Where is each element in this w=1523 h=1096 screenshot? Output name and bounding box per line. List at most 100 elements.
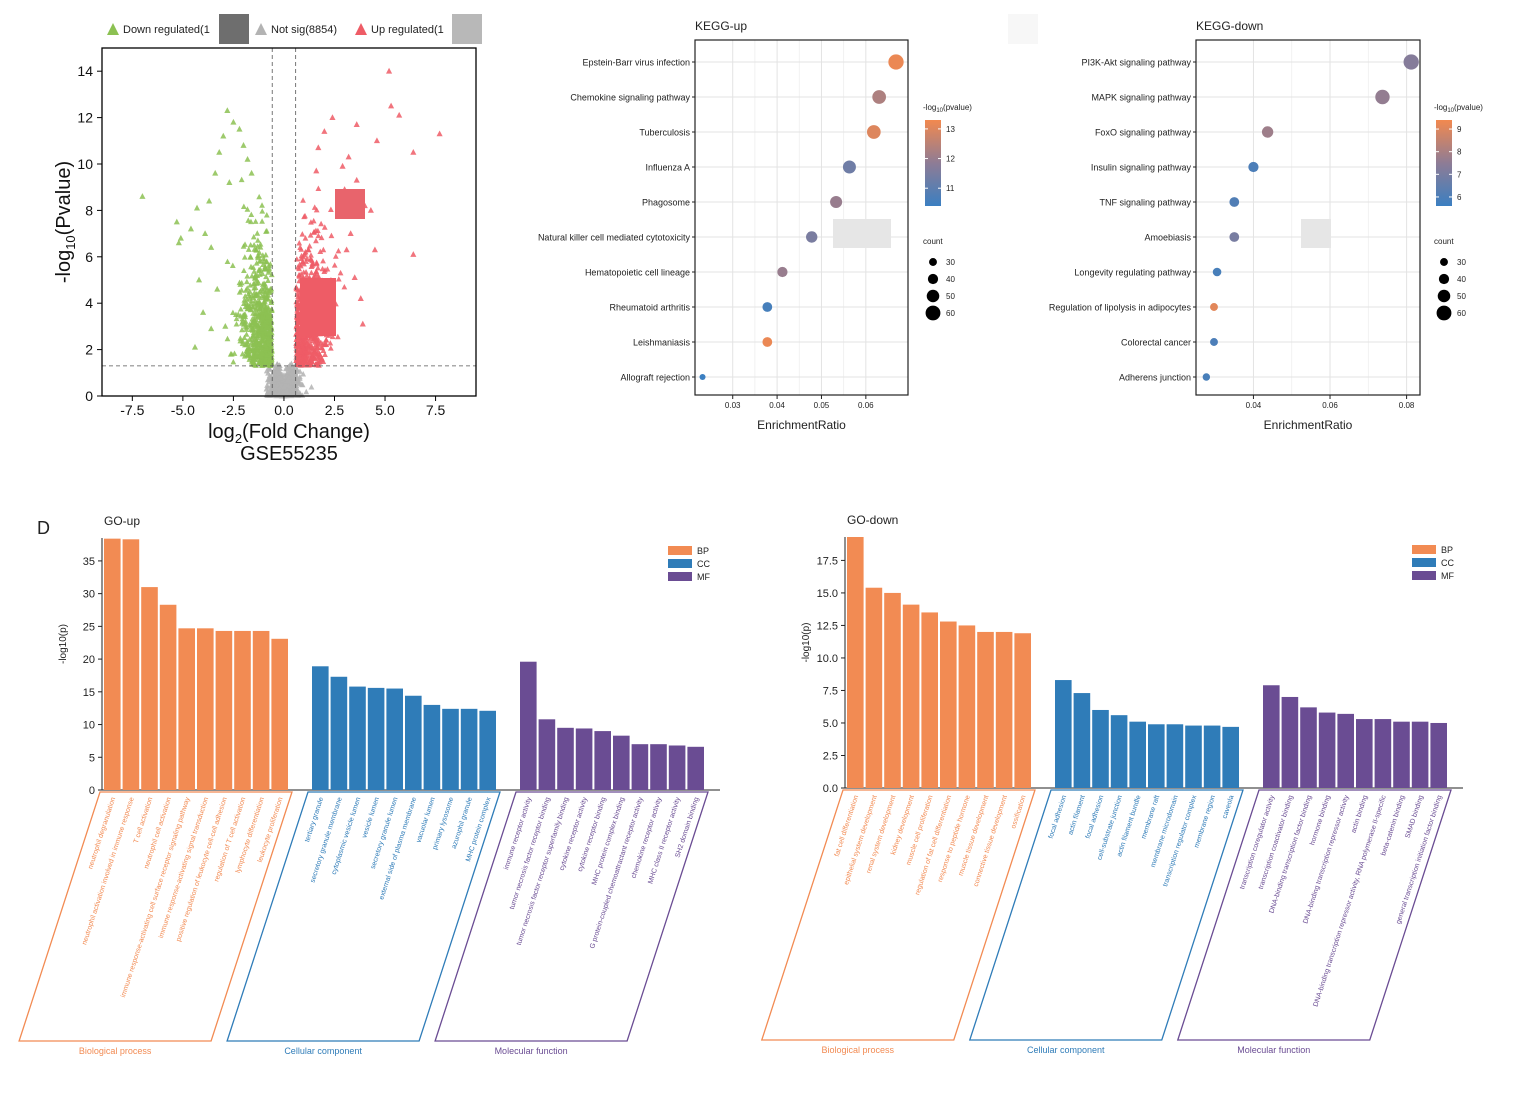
go-bar (386, 688, 403, 790)
volcano-point-up (296, 352, 303, 358)
go-group-bracket (18, 791, 293, 1042)
volcano-point-down (241, 267, 247, 274)
volcano-point-down (265, 262, 272, 268)
kegg-color-bar (1436, 120, 1452, 206)
volcano-point-notsig (289, 379, 296, 386)
volcano-point-up (321, 268, 328, 275)
volcano-point-up (321, 224, 328, 230)
go-legend-label: CC (697, 559, 710, 569)
volcano-point-down (263, 352, 270, 358)
volcano-legend-label: Up regulated(1 (371, 24, 444, 36)
volcano-point-notsig (265, 370, 271, 376)
volcano-point-up (319, 265, 326, 272)
volcano-point-notsig (284, 388, 290, 394)
volcano-point-up (332, 253, 339, 259)
volcano-point-down (240, 203, 247, 209)
go-bar (1374, 719, 1392, 788)
volcano-point-up (294, 302, 300, 309)
kegg-x-label: EnrichmentRatio (757, 418, 846, 432)
volcano-point-down (245, 348, 252, 354)
volcano-point-down (220, 132, 227, 139)
kegg-category-label: Natural killer cell mediated cytotoxicit… (538, 233, 691, 243)
kegg-category-label: Chemokine signaling pathway (570, 93, 690, 103)
go-bar (1263, 685, 1280, 788)
volcano-point-up (335, 276, 342, 282)
volcano-point-up (320, 246, 327, 253)
volcano-x-tick-label: 5.0 (375, 402, 395, 418)
volcano-point-up (302, 248, 309, 255)
kegg-frame (1195, 39, 1421, 396)
go-bar (252, 630, 270, 790)
volcano-point-up (339, 162, 346, 169)
kegg-x-tick-label: 0.03 (725, 401, 741, 410)
volcano-point-down (259, 305, 266, 312)
go-bar (1073, 693, 1091, 788)
volcano-point-up (296, 261, 303, 267)
volcano-point-up (298, 252, 305, 259)
volcano-y-tick-label: 2 (85, 342, 93, 358)
volcano-point-notsig (274, 367, 280, 373)
kegg-dot (830, 195, 843, 209)
volcano-point-down (266, 361, 272, 367)
go-bar-label: DNA-binding transcription repressor acti… (1313, 794, 1388, 1008)
volcano-point-up (436, 130, 443, 137)
volcano-point-up (313, 167, 320, 174)
volcano-point-up (320, 257, 326, 264)
volcano-point-down (177, 234, 184, 241)
volcano-point-down (253, 320, 259, 327)
volcano-x-tick-label: -7.5 (120, 402, 144, 418)
volcano-point-down (261, 341, 268, 347)
volcano-legend-marker (255, 23, 267, 35)
volcano-point-down (191, 343, 199, 350)
kegg-category-label: FoxO signaling pathway (1095, 128, 1192, 138)
volcano-point-up (410, 251, 417, 257)
kegg-redaction (1008, 14, 1038, 44)
kegg-category-label: Adherens junction (1119, 373, 1191, 383)
volcano-point-down (260, 333, 267, 340)
volcano-point-up (335, 247, 342, 254)
volcano-y-tick-label: 12 (77, 110, 93, 126)
volcano-point-down (248, 169, 255, 176)
go-bar (349, 686, 366, 790)
go-bar-label: transcription coregulator activity (1239, 794, 1276, 890)
volcano-point-down (251, 285, 257, 291)
volcano-x-tick-label: 2.5 (325, 402, 345, 418)
volcano-point-up (311, 229, 317, 235)
volcano-point-up (353, 176, 360, 183)
go-legend-swatch (1412, 571, 1436, 580)
volcano-redaction (335, 189, 365, 219)
volcano-y-tick-label: 6 (85, 249, 93, 265)
volcano-point-up (321, 128, 328, 134)
go-bar (197, 628, 214, 790)
kegg-frame (694, 39, 909, 396)
kegg-size-legend-dot (1436, 305, 1452, 321)
kegg-dot (1375, 89, 1390, 105)
volcano-point-up (324, 266, 331, 272)
kegg-dot (888, 54, 904, 70)
volcano-point-up (296, 265, 302, 272)
volcano-point-down (242, 341, 248, 348)
volcano-point-up (302, 337, 309, 344)
kegg-dot (1229, 232, 1240, 242)
kegg-category-label: Colorectal cancer (1121, 338, 1191, 348)
go-bar (405, 695, 422, 790)
kegg-color-legend-title: -log10(pvalue) (1434, 103, 1483, 114)
volcano-legend-marker (107, 23, 119, 35)
go-bar (613, 735, 630, 790)
volcano-point-down (246, 336, 253, 342)
volcano-point-up (308, 355, 315, 362)
volcano-caption: GSE55235 (240, 443, 338, 465)
volcano-point-up (317, 248, 324, 255)
volcano-point-down (239, 326, 245, 333)
go-bar (1129, 721, 1146, 788)
volcano-point-up (318, 234, 325, 241)
volcano-point-notsig (283, 378, 290, 384)
volcano-point-down (243, 278, 250, 285)
volcano-point-notsig (297, 368, 303, 374)
volcano-point-up (300, 345, 307, 351)
volcano-point-up (307, 341, 314, 348)
volcano-point-down (262, 303, 269, 310)
go-bar-label: T cell activation (133, 796, 155, 844)
volcano-point-up (322, 351, 328, 357)
volcano-point-down (261, 258, 268, 264)
